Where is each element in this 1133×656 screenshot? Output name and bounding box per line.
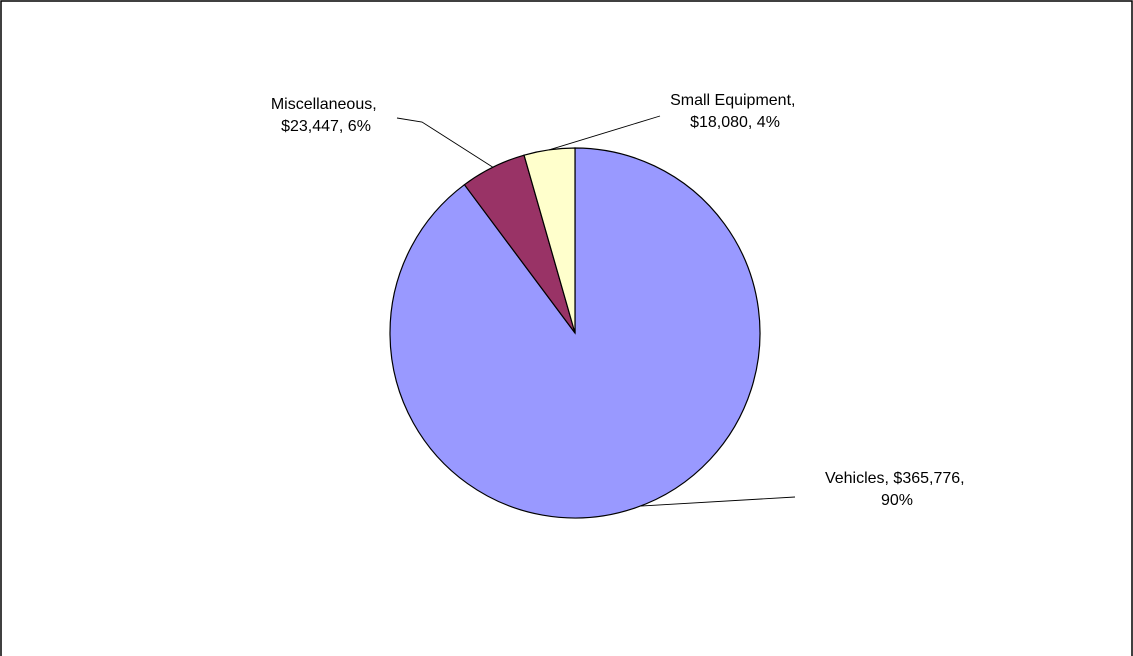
pie-slice-small-equipment <box>523 147 576 334</box>
data-labels: Vehicles, $365,776, 90% Miscellaneous, $… <box>271 92 969 509</box>
data-label-small-equipment: Small Equipment, $18,080, 4% <box>670 92 800 131</box>
leader-line-small-equipment <box>549 115 661 151</box>
data-label-miscellaneous: Miscellaneous, $23,447, 6% <box>271 96 381 135</box>
leader-line-miscellaneous <box>396 117 494 168</box>
pie-slices <box>389 147 761 519</box>
data-label-vehicles: Vehicles, $365,776, 90% <box>825 470 969 509</box>
leader-line-vehicles <box>640 496 796 507</box>
leader-lines <box>396 115 796 507</box>
